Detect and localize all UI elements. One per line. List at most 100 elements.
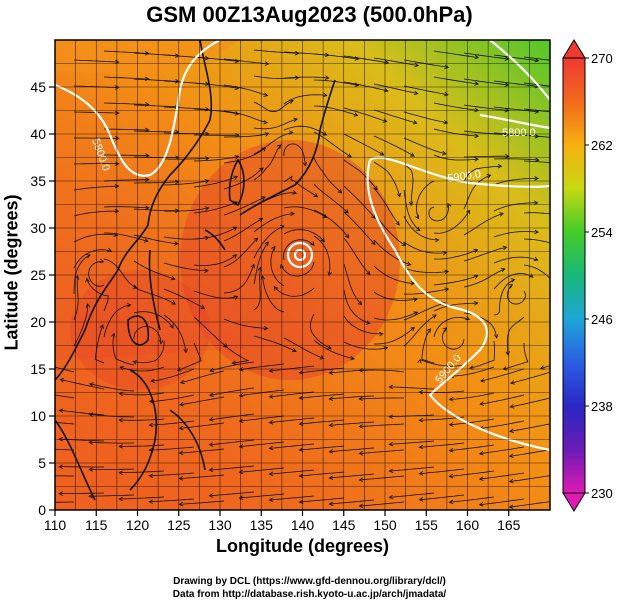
streamline bbox=[179, 396, 225, 406]
streamline-arrowhead bbox=[328, 422, 334, 428]
streamline bbox=[479, 472, 525, 480]
x-tick-label: 155 bbox=[415, 517, 439, 533]
streamline bbox=[419, 359, 465, 367]
streamline-arrowhead bbox=[171, 300, 177, 305]
streamline-arrowhead bbox=[176, 367, 182, 372]
streamline-arrowhead bbox=[85, 302, 91, 308]
streamline-arrowhead bbox=[358, 477, 364, 482]
streamline-arrowhead bbox=[234, 155, 240, 160]
streamline bbox=[493, 54, 539, 62]
streamline bbox=[112, 333, 135, 366]
streamline bbox=[373, 109, 417, 124]
streamline-arrowhead bbox=[448, 447, 454, 453]
streamline bbox=[133, 326, 162, 344]
streamline bbox=[280, 261, 315, 277]
streamline-arrowhead bbox=[508, 478, 514, 484]
y-tick-label: 0 bbox=[38, 502, 46, 518]
streamline bbox=[239, 415, 285, 422]
streamline bbox=[403, 267, 449, 274]
streamline-arrowhead bbox=[232, 226, 238, 231]
streamline bbox=[359, 423, 405, 427]
streamline bbox=[523, 212, 550, 215]
colorbar: 270 262 254 246 238 230 bbox=[562, 39, 613, 512]
streamline bbox=[523, 56, 550, 61]
streamline bbox=[493, 158, 539, 161]
streamline-arrowhead bbox=[448, 473, 454, 479]
streamline bbox=[309, 313, 332, 350]
streamline-arrowhead bbox=[150, 378, 155, 384]
streamline-arrowhead bbox=[261, 147, 267, 152]
streamline bbox=[73, 254, 91, 295]
streamline bbox=[55, 366, 75, 373]
streamline-arrowhead bbox=[313, 193, 319, 198]
streamline-arrowhead bbox=[264, 132, 270, 137]
streamline-arrowhead bbox=[358, 396, 363, 402]
streamline-arrowhead bbox=[388, 441, 394, 447]
streamline bbox=[133, 130, 179, 133]
streamline bbox=[493, 231, 539, 238]
streamline-arrowhead bbox=[327, 345, 332, 350]
streamline bbox=[359, 369, 405, 373]
colorbar-bottom-arrow bbox=[562, 492, 586, 512]
streamline-arrowhead bbox=[58, 408, 64, 413]
streamline-arrowhead bbox=[58, 464, 63, 469]
streamline bbox=[133, 234, 178, 245]
x-tick-label: 140 bbox=[291, 517, 315, 533]
streamline bbox=[510, 371, 550, 384]
streamline bbox=[523, 160, 550, 164]
credit-data: Data from http://database.rish.kyoto-u.a… bbox=[172, 589, 447, 600]
streamline bbox=[299, 471, 345, 477]
streamline-arrowhead bbox=[298, 395, 304, 401]
streamline-arrowhead bbox=[504, 56, 510, 61]
streamline bbox=[373, 265, 415, 284]
streamline bbox=[283, 337, 324, 359]
streamline-arrowhead bbox=[263, 325, 269, 331]
streamline-arrowhead bbox=[208, 392, 214, 397]
streamline bbox=[403, 111, 448, 124]
streamline-arrowhead bbox=[29, 474, 33, 478]
streamline-arrowhead bbox=[263, 92, 269, 97]
y-tick-label: 5 bbox=[38, 455, 46, 471]
streamline-arrowhead bbox=[365, 320, 371, 325]
streamline-arrowhead bbox=[354, 82, 360, 87]
streamline-arrowhead bbox=[178, 425, 184, 431]
streamline bbox=[509, 475, 550, 482]
streamline-arrowhead bbox=[479, 401, 485, 406]
streamline-arrowhead bbox=[493, 334, 499, 339]
streamline bbox=[209, 439, 255, 446]
streamline-arrowhead bbox=[478, 450, 484, 456]
streamline-arrowhead bbox=[234, 111, 240, 116]
streamline-arrowhead bbox=[268, 497, 274, 503]
x-tick-label: 145 bbox=[332, 517, 356, 533]
streamline-arrowhead bbox=[533, 256, 539, 262]
streamline-arrowhead bbox=[276, 144, 282, 149]
streamline bbox=[449, 418, 495, 426]
streamline bbox=[103, 179, 149, 182]
streamline bbox=[89, 468, 135, 470]
streamline bbox=[343, 133, 384, 156]
streamline-arrowhead bbox=[88, 467, 93, 472]
streamline bbox=[119, 444, 165, 447]
streamline bbox=[479, 420, 525, 429]
streamline-arrowhead bbox=[268, 394, 274, 399]
streamline bbox=[510, 397, 550, 408]
streamline-arrowhead bbox=[418, 471, 424, 476]
streamline bbox=[269, 469, 315, 475]
streamline-arrowhead bbox=[328, 370, 334, 375]
streamline bbox=[133, 286, 176, 305]
streamline bbox=[253, 192, 297, 207]
streamline-arrowhead bbox=[208, 493, 214, 498]
streamline-arrowhead bbox=[406, 261, 412, 266]
streamline bbox=[180, 370, 225, 384]
streamline-arrowhead bbox=[474, 81, 480, 86]
streamline-arrowhead bbox=[145, 205, 150, 210]
streamline bbox=[433, 317, 470, 338]
streamline-arrowhead bbox=[114, 208, 120, 214]
streamline bbox=[433, 210, 471, 234]
streamline-arrowhead bbox=[534, 157, 540, 162]
streamline bbox=[343, 81, 388, 92]
streamline bbox=[163, 180, 209, 186]
streamline bbox=[223, 84, 268, 96]
streamline-arrowhead bbox=[58, 436, 64, 442]
